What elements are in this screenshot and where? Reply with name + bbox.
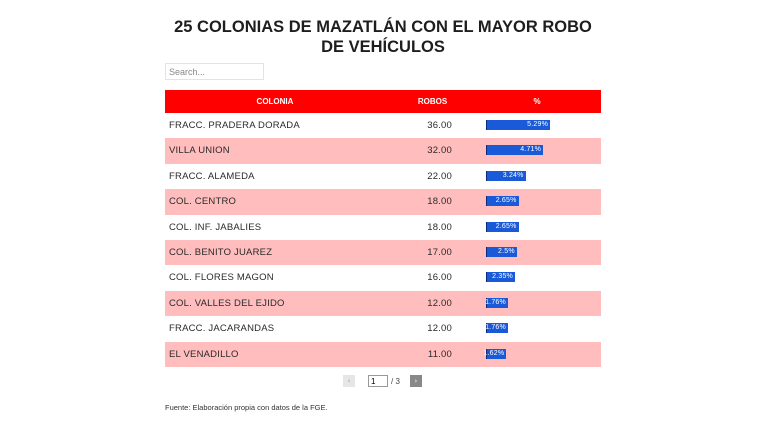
pagination: ‹ / 3 › xyxy=(343,374,422,388)
percent-label: 2.35% xyxy=(492,273,513,281)
column-header-robos[interactable]: ROBOS xyxy=(417,97,448,106)
table-row: COL. FLORES MAGON 16.00 2.35% xyxy=(165,265,601,291)
percent-bar: 1.62% xyxy=(483,348,507,359)
cell-colonia: COL. VALLES DEL EJIDO xyxy=(169,297,285,309)
page-number-input[interactable] xyxy=(368,375,388,387)
source-note: Fuente: Elaboración propia con datos de … xyxy=(165,403,328,412)
percent-label: 3.24% xyxy=(502,171,524,179)
data-table: COLONIA ROBOS % FRACC. PRADERA DORADA 36.… xyxy=(165,90,601,367)
cell-robos: 12.00 xyxy=(427,323,452,335)
cell-robos: 36.00 xyxy=(427,120,452,131)
percent-label: 1.76% xyxy=(485,298,506,306)
percent-label: 1.76% xyxy=(485,324,506,332)
percent-bar: 3.24% xyxy=(486,170,526,181)
table-row: COL. BENITO JUAREZ 17.00 2.5% xyxy=(165,239,601,266)
cell-robos: 18.00 xyxy=(427,196,452,208)
table-row: FRACC. JACARANDAS 12.00 1.76% xyxy=(165,316,601,342)
percent-bar: 2.5% xyxy=(486,246,517,257)
cell-colonia: COL. FLORES MAGON xyxy=(169,272,274,284)
table-row: COL. CENTRO 18.00 2.65% xyxy=(165,189,601,215)
percent-bar: 2.35% xyxy=(486,272,515,283)
column-header-percent[interactable]: % xyxy=(533,97,541,106)
table-row: FRACC. PRADERA DORADA 36.00 5.29% xyxy=(165,113,601,139)
table-body: FRACC. PRADERA DORADA 36.00 5.29% VILLA UNI… xyxy=(165,113,601,367)
page-total: / 3 xyxy=(391,376,400,386)
prev-page-button[interactable]: ‹ xyxy=(343,375,355,387)
table-row: FRACC. ALAMEDA 22.00 3.24% xyxy=(165,163,601,190)
next-page-button[interactable]: › xyxy=(409,375,422,387)
percent-label: 1.62% xyxy=(483,349,505,357)
cell-robos: 22.00 xyxy=(427,170,452,182)
cell-colonia: FRACC. PRADERA DORADA xyxy=(169,120,300,131)
cell-robos: 16.00 xyxy=(427,272,452,284)
search-input[interactable] xyxy=(165,63,264,80)
cell-colonia: EL VENADILLO xyxy=(169,348,239,360)
cell-colonia: COL. BENITO JUAREZ xyxy=(169,246,273,258)
percent-label: 5.29% xyxy=(527,121,548,128)
cell-colonia: COL. INF. JABALIES xyxy=(169,221,262,233)
cell-colonia: FRACC. JACARANDAS xyxy=(169,323,275,335)
column-header-colonia[interactable]: COLONIA xyxy=(256,97,294,106)
percent-bar: 2.65% xyxy=(486,196,519,207)
table-row: COL. VALLES DEL EJIDO 12.00 1.76% xyxy=(165,290,601,317)
cell-robos: 17.00 xyxy=(427,246,452,258)
percent-label: 2.65% xyxy=(495,197,517,205)
percent-bar: 1.76% xyxy=(485,323,508,334)
table-row: VILLA UNION 32.00 4.71% xyxy=(165,138,601,164)
percent-bar: 5.29% xyxy=(486,120,550,130)
cell-robos: 32.00 xyxy=(427,145,452,157)
percent-label: 2.65% xyxy=(495,222,517,230)
cell-colonia: VILLA UNION xyxy=(169,145,230,157)
cell-robos: 11.00 xyxy=(427,348,452,360)
percent-bar: 1.76% xyxy=(485,297,508,308)
percent-label: 4.71% xyxy=(520,146,542,154)
cell-robos: 12.00 xyxy=(427,297,452,309)
table-row: EL VENADILLO 11.00 1.62% xyxy=(165,341,601,367)
table-header: COLONIA ROBOS % xyxy=(165,90,601,113)
table-row: COL. INF. JABALIES 18.00 2.65% xyxy=(165,214,601,240)
percent-label: 2.5% xyxy=(498,247,515,255)
cell-colonia: COL. CENTRO xyxy=(169,196,237,208)
percent-bar: 4.71% xyxy=(486,145,544,156)
cell-robos: 18.00 xyxy=(427,221,452,233)
page-title: 25 COLONIAS DE MAZATLÁN CON EL MAYOR ROB… xyxy=(174,18,592,56)
percent-bar: 2.65% xyxy=(486,221,519,232)
cell-colonia: FRACC. ALAMEDA xyxy=(169,170,255,182)
